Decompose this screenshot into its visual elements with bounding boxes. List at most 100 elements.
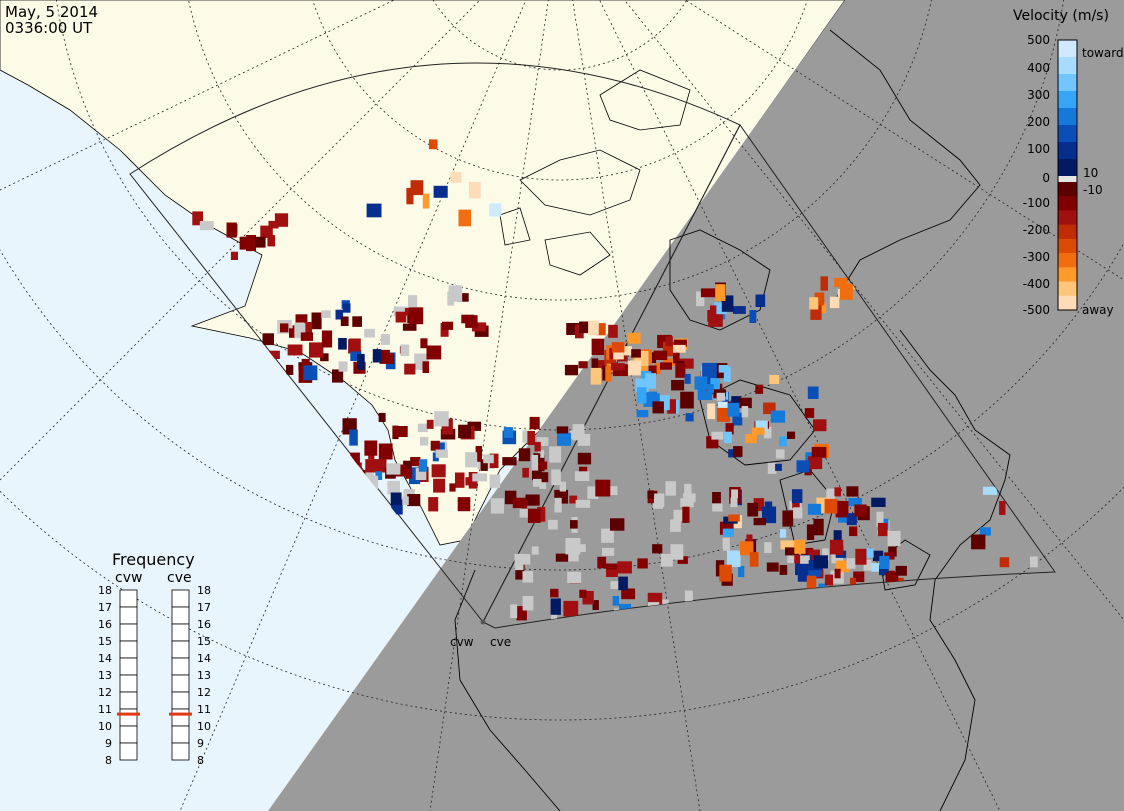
velocity-cell [673, 344, 686, 353]
velocity-cell [834, 487, 841, 497]
velocity-cell [255, 236, 266, 248]
velocity-cell [400, 344, 410, 356]
velocity-cell [834, 568, 841, 579]
frequency-cell [119, 742, 138, 761]
frequency-cell [119, 674, 138, 693]
velocity-cell [426, 419, 434, 429]
velocity-cell [807, 503, 822, 515]
colorbar-swatch [1058, 108, 1077, 126]
arctic-islands [499, 69, 691, 276]
velocity-cell [489, 203, 502, 217]
velocity-cell [671, 380, 685, 391]
velocity-cell [458, 424, 471, 439]
velocity-cell [879, 565, 889, 576]
velocity-cell [606, 569, 618, 577]
velocity-cell [804, 408, 815, 418]
velocity-cell [621, 346, 632, 356]
velocity-cell [449, 483, 456, 492]
velocity-cell [794, 555, 806, 564]
velocity-cell [801, 547, 814, 556]
velocity-cell [480, 459, 488, 471]
frequency-tick-label: 18 [98, 584, 112, 597]
frequency-cell [119, 606, 138, 625]
velocity-cell [468, 181, 481, 199]
velocity-cell [579, 589, 587, 598]
velocity-cell [404, 363, 416, 375]
velocity-cell [569, 495, 578, 504]
velocity-cell [557, 432, 571, 446]
colorbar-swatch [1058, 182, 1077, 197]
velocity-cell [621, 588, 636, 600]
velocity-cell [320, 353, 329, 362]
velocity-cell [722, 537, 730, 551]
velocity-cell [723, 366, 731, 382]
velocity-cell [645, 373, 656, 389]
velocity-cell [559, 481, 566, 492]
frequency-tick-label: 18 [197, 584, 211, 597]
frequency-cell [171, 691, 190, 710]
velocity-cell [595, 479, 611, 497]
velocity-cell [835, 500, 849, 518]
colorbar-ticks: 500400300200100100-10-100-200-300-400-50… [1023, 33, 1103, 317]
velocity-cell [793, 507, 803, 519]
velocity-cell [982, 486, 997, 495]
radar-fov-outlines [129, 62, 1056, 629]
velocity-cell [682, 506, 690, 523]
velocity-cell [430, 440, 440, 451]
velocity-cell [534, 441, 541, 452]
velocity-cell [627, 332, 641, 344]
colorbar-tick-label: -10 [1083, 183, 1103, 197]
velocity-cell [574, 471, 590, 481]
velocity-cell [516, 606, 527, 621]
velocity-cell [747, 502, 759, 517]
velocity-cell [567, 571, 582, 584]
velocity-cell [522, 467, 529, 478]
velocity-cell [663, 358, 678, 366]
frequency-tick-label: 16 [197, 618, 211, 631]
velocity-cell [879, 555, 890, 569]
velocity-cell [813, 518, 824, 536]
velocity-cell [531, 546, 539, 555]
velocity-cell [350, 452, 360, 465]
velocity-cell [364, 328, 375, 338]
velocity-cell [711, 431, 724, 440]
velocity-cell [564, 364, 579, 376]
velocity-cell [441, 418, 453, 435]
velocity-cell [268, 220, 279, 229]
frequency-marker [169, 712, 192, 716]
fov-cvw [129, 62, 741, 623]
velocity-cell [673, 509, 688, 522]
frequency-cell [171, 708, 190, 727]
velocity-cell [660, 362, 672, 370]
velocity-cell [199, 221, 214, 231]
velocity-cell [839, 283, 853, 300]
velocity-cell [866, 548, 874, 558]
velocity-cell [712, 503, 723, 512]
velocity-cell [745, 434, 757, 444]
fov-cve [482, 124, 1056, 629]
colorbar-tick-label: -300 [1023, 250, 1050, 264]
colorbar-swatch [1058, 91, 1077, 109]
velocity-cell [533, 478, 545, 487]
velocity-cell [321, 330, 333, 348]
velocity-cell [605, 365, 612, 382]
velocity-cell [618, 576, 628, 591]
colorbar-tick-label: 0 [1042, 171, 1050, 185]
velocity-cell [685, 413, 694, 422]
velocity-cell [390, 492, 402, 505]
velocity-cell [770, 410, 786, 423]
velocity-cell [606, 563, 618, 573]
velocity-cell [520, 554, 531, 565]
velocity-cell [732, 306, 746, 314]
velocity-cell [550, 598, 561, 615]
velocity-cell [721, 295, 734, 312]
velocity-cell [605, 486, 618, 495]
velocity-cell [838, 515, 850, 523]
velocity-cell [696, 291, 705, 307]
velocity-cell [578, 361, 588, 369]
frequency-label-cve: cve [167, 570, 192, 586]
colorbar-swatch [1058, 253, 1077, 268]
velocity-cell [551, 469, 561, 486]
velocity-cell [514, 553, 524, 571]
velocity-cell [731, 489, 738, 498]
